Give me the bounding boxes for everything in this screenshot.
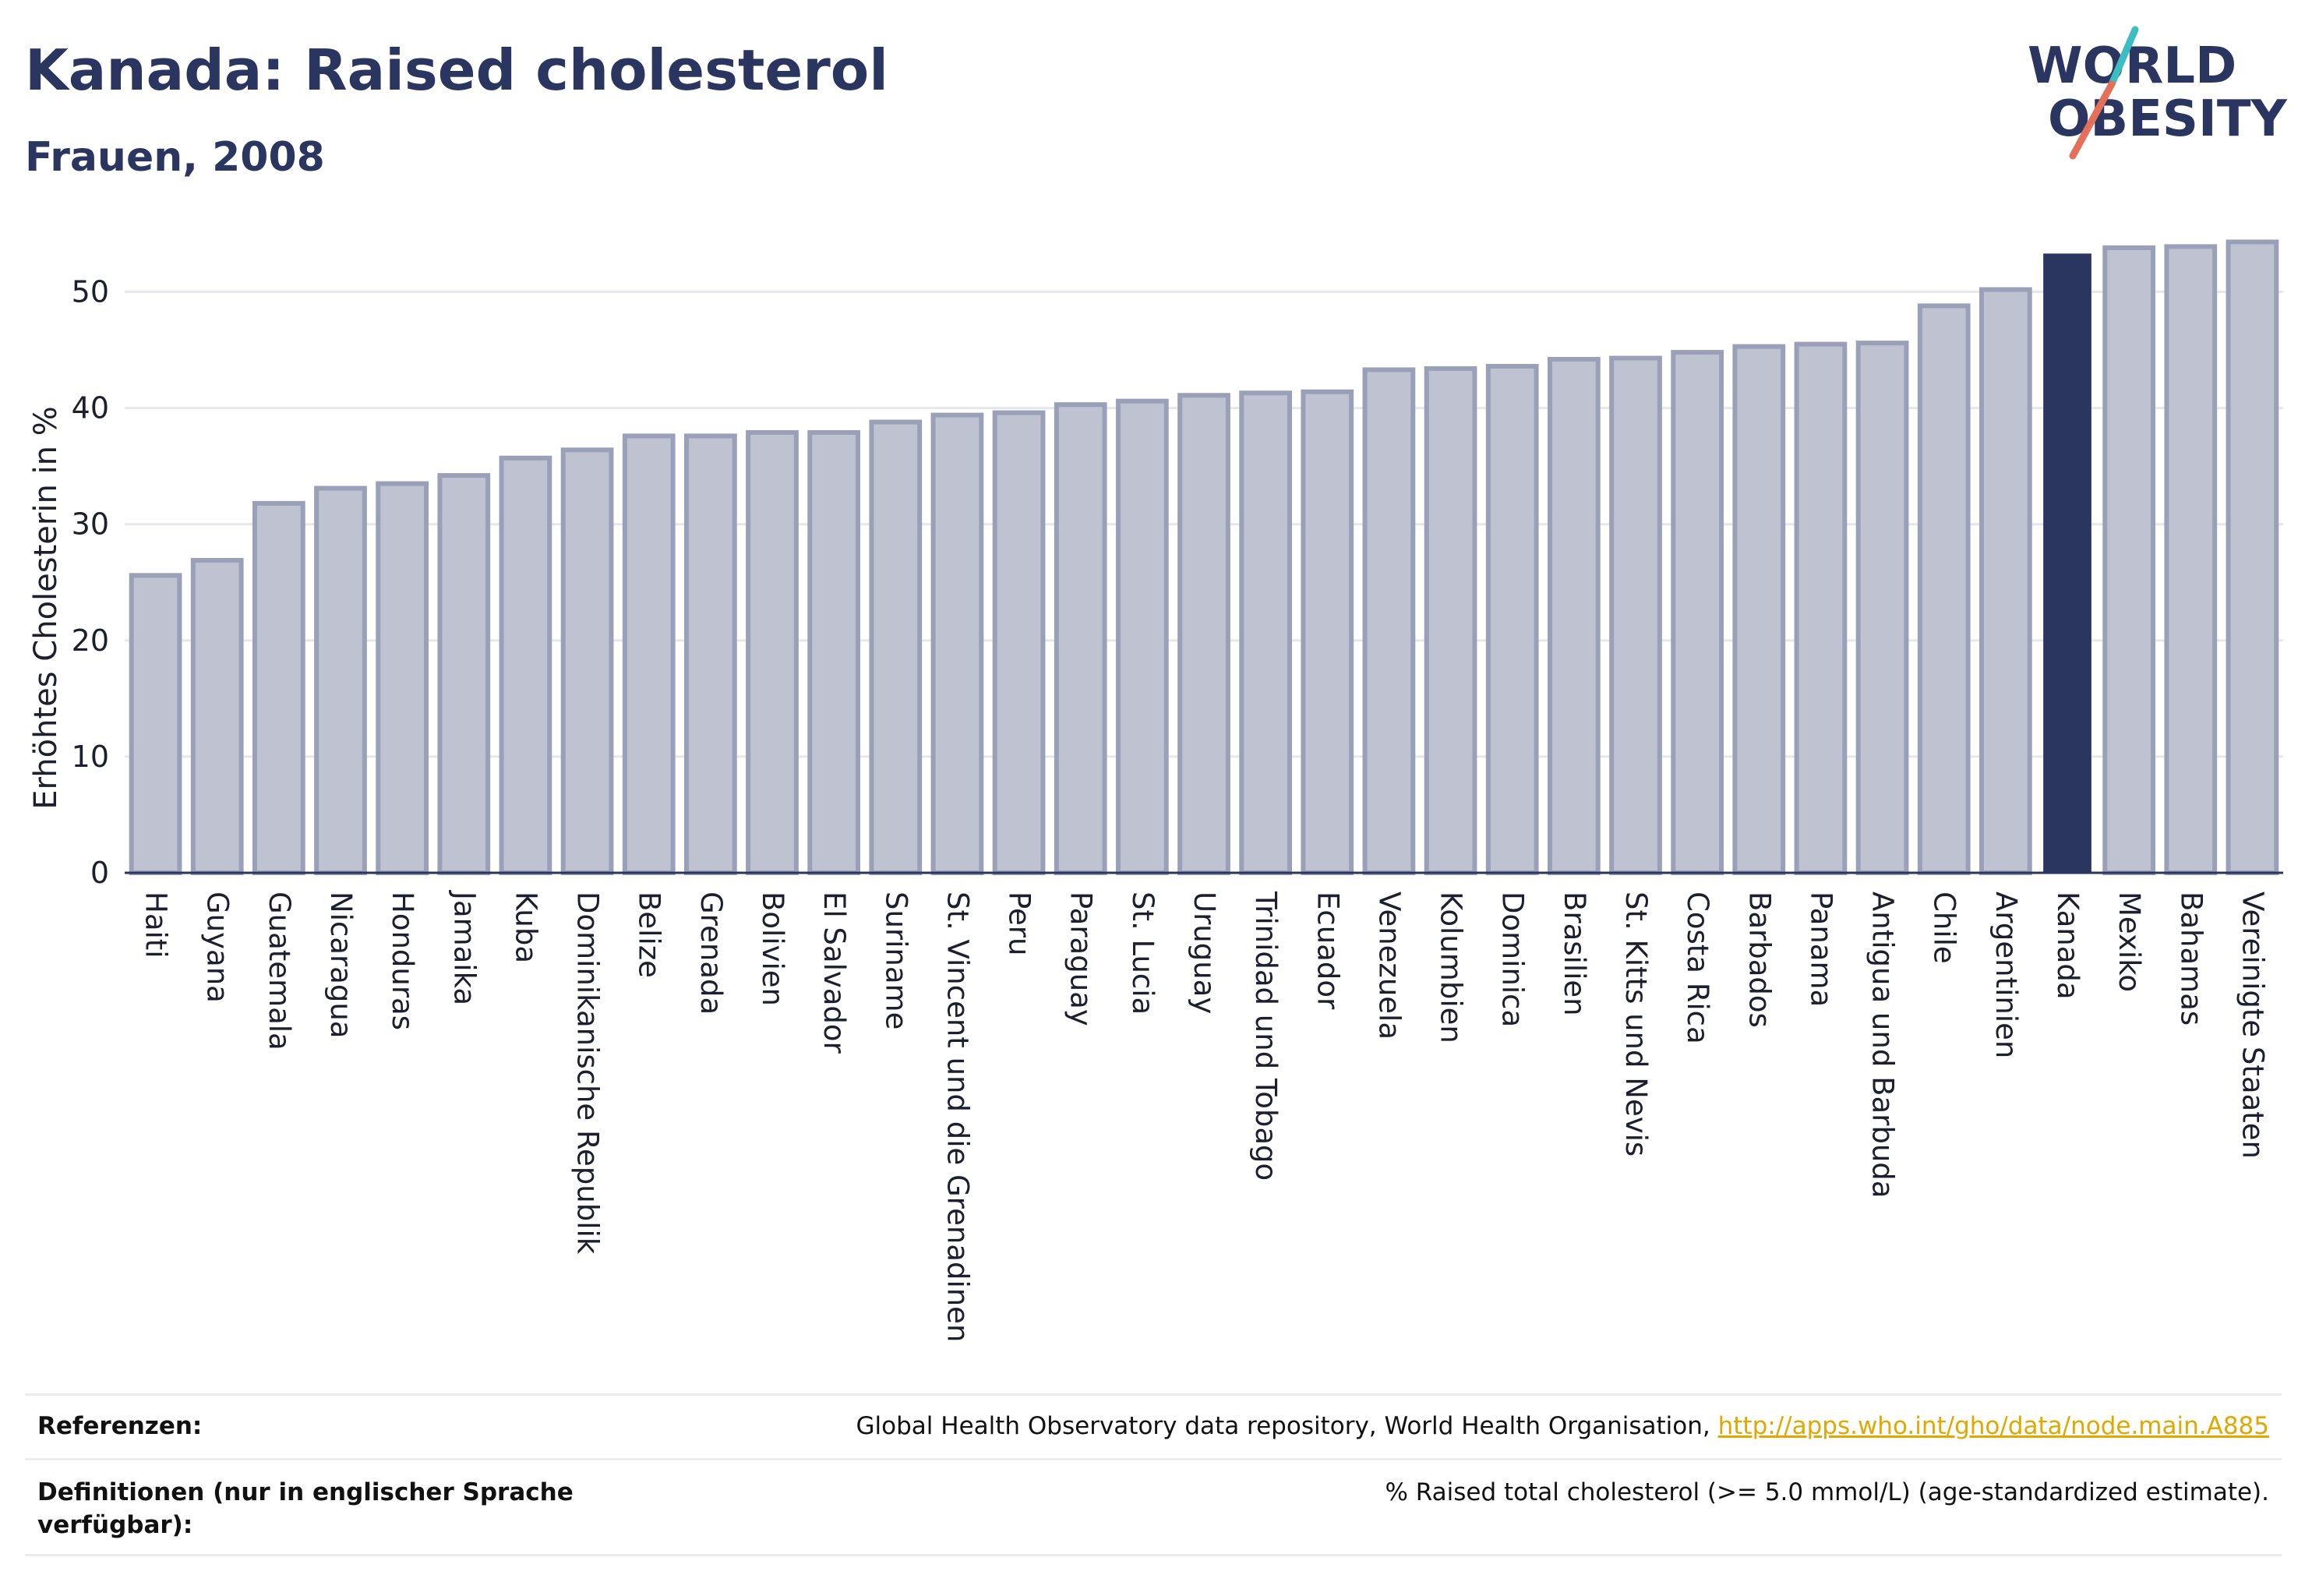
bar-dominikanische-republik — [560, 447, 614, 875]
x-tick-label: Peru — [1003, 892, 1036, 955]
bar-kolumbien — [1424, 365, 1477, 876]
logo-slash-red — [2069, 80, 2116, 160]
x-tick-label: Costa Rica — [1681, 892, 1714, 1044]
y-tick-label: 30 — [72, 507, 109, 542]
x-tick-label: Uruguay — [1188, 892, 1221, 1014]
x-tick-label: Bahamas — [2174, 892, 2208, 1026]
bar-guatemala — [252, 500, 305, 876]
bar-mexiko — [2102, 245, 2156, 875]
bar-trinidad-und-tobago — [1239, 390, 1293, 876]
chart-title: Kanada: Raised cholesterol — [25, 37, 888, 103]
bar-honduras — [376, 481, 429, 876]
bar-chart: 0 10 20 30 40 50 Erhöhtes Cholesterin in % Hait… — [28, 239, 2283, 1342]
bar-st-vincent-und-die-grenadinen — [930, 412, 984, 875]
x-tick-label: Kolumbien — [1435, 892, 1468, 1043]
bar-bahamas — [2164, 244, 2218, 875]
logo-text-obesity: OBESITY — [2048, 90, 2287, 148]
y-tick-label: 10 — [72, 740, 109, 774]
logo-slash-teal — [2108, 26, 2139, 88]
x-tick-label: Ecuador — [1311, 892, 1344, 1010]
bar-bolivien — [746, 429, 799, 875]
y-tick-label: 20 — [72, 623, 109, 658]
x-tick-label: Brasilien — [1558, 892, 1591, 1016]
reference-row: Referenzen: Global Health Observatory da… — [25, 1393, 2282, 1458]
bar-peru — [992, 410, 1046, 875]
bar-st-lucia — [1115, 398, 1169, 875]
x-tick-label: Belize — [633, 892, 666, 978]
y-tick-label: 50 — [72, 275, 109, 309]
bar-kanada — [2043, 253, 2091, 873]
x-tick-label: El Salvador — [817, 892, 851, 1054]
x-tick-label: St. Vincent und die Grenadinen — [941, 892, 974, 1342]
bar-suriname — [869, 419, 923, 875]
references-value: Global Health Observatory data repositor… — [856, 1410, 2269, 1442]
chart-subtitle: Frauen, 2008 — [25, 134, 325, 181]
x-tick-label: Honduras — [386, 892, 419, 1030]
y-tick-label: 40 — [72, 391, 109, 425]
x-tick-label: Argentinien — [1989, 892, 2023, 1058]
logo-text-world: WORLD — [2028, 37, 2236, 95]
bar-jamaika — [437, 473, 491, 875]
bar-antigua-und-barbuda — [1855, 341, 1909, 875]
x-tick-label: Grenada — [694, 892, 728, 1015]
bar-uruguay — [1177, 393, 1230, 875]
bar-chile — [1917, 303, 1971, 876]
x-tick-label: Dominica — [1496, 892, 1530, 1027]
x-tick-label: Bolivien — [756, 892, 789, 1006]
bar-grenada — [683, 433, 737, 875]
x-tick-label: Guyana — [201, 892, 235, 1003]
definition-row: Definitionen (nur in englischer Sprache … — [25, 1458, 2282, 1556]
definitions-value: % Raised total cholesterol (>= 5.0 mmol/… — [1385, 1478, 2269, 1506]
x-tick-label: Guatemala — [263, 892, 296, 1050]
y-tick-label: 0 — [90, 856, 109, 890]
x-tick-label: Dominikanische Republik — [571, 892, 605, 1255]
references-source-text: Global Health Observatory data repositor… — [856, 1412, 1718, 1440]
bar-brasilien — [1547, 357, 1601, 875]
x-tick-label: Mexiko — [2113, 892, 2146, 992]
x-tick-label: St. Kitts und Nevis — [1619, 892, 1653, 1156]
bar-argentinien — [1978, 287, 2032, 875]
x-tick-label: Barbados — [1742, 892, 1776, 1028]
x-tick-label: Vereinigte Staaten — [2236, 892, 2269, 1159]
bar-st-kitts-und-nevis — [1609, 355, 1662, 875]
x-tick-label: St. Lucia — [1126, 892, 1160, 1015]
bar-guyana — [190, 557, 244, 875]
bar-vereinigte-staaten — [2226, 239, 2279, 876]
y-axis-label: Erhöhtes Cholesterin in % — [28, 406, 64, 809]
world-obesity-logo: WORLD OBESITY — [2028, 26, 2287, 160]
x-tick-label: Kuba — [509, 892, 542, 963]
bar-panama — [1794, 341, 1848, 875]
bar-kuba — [499, 455, 552, 875]
x-tick-label: Chile — [1928, 892, 1961, 964]
references-label: Referenzen: — [37, 1412, 203, 1440]
bar-barbados — [1732, 344, 1786, 876]
bar-haiti — [129, 573, 182, 875]
bar-costa-rica — [1671, 350, 1724, 875]
bar-belize — [622, 433, 676, 875]
x-tick-label: Venezuela — [1372, 892, 1406, 1040]
references-link[interactable]: http://apps.who.int/gho/data/node.main.A… — [1717, 1412, 2269, 1440]
x-tick-label: Trinidad und Tobago — [1249, 891, 1283, 1181]
bar-el-salvador — [807, 429, 861, 875]
bar-paraguay — [1054, 402, 1107, 875]
x-tick-label: Antigua und Barbuda — [1866, 892, 1900, 1198]
x-tick-label: Haiti — [139, 892, 173, 959]
bar-ecuador — [1301, 389, 1354, 876]
x-tick-label: Paraguay — [1064, 892, 1098, 1026]
x-tick-label: Kanada — [2051, 892, 2084, 1000]
x-tick-label: Nicaragua — [324, 892, 358, 1038]
x-tick-label: Suriname — [879, 892, 912, 1029]
definitions-label: Definitionen (nur in englischer Sprache … — [37, 1478, 574, 1539]
x-tick-label: Panama — [1804, 892, 1837, 1007]
bar-nicaragua — [314, 486, 367, 875]
bar-dominica — [1485, 363, 1539, 875]
references-table: Referenzen: Global Health Observatory da… — [25, 1393, 2282, 1556]
x-tick-label: Jamaika — [447, 890, 481, 1005]
bar-venezuela — [1362, 367, 1416, 876]
